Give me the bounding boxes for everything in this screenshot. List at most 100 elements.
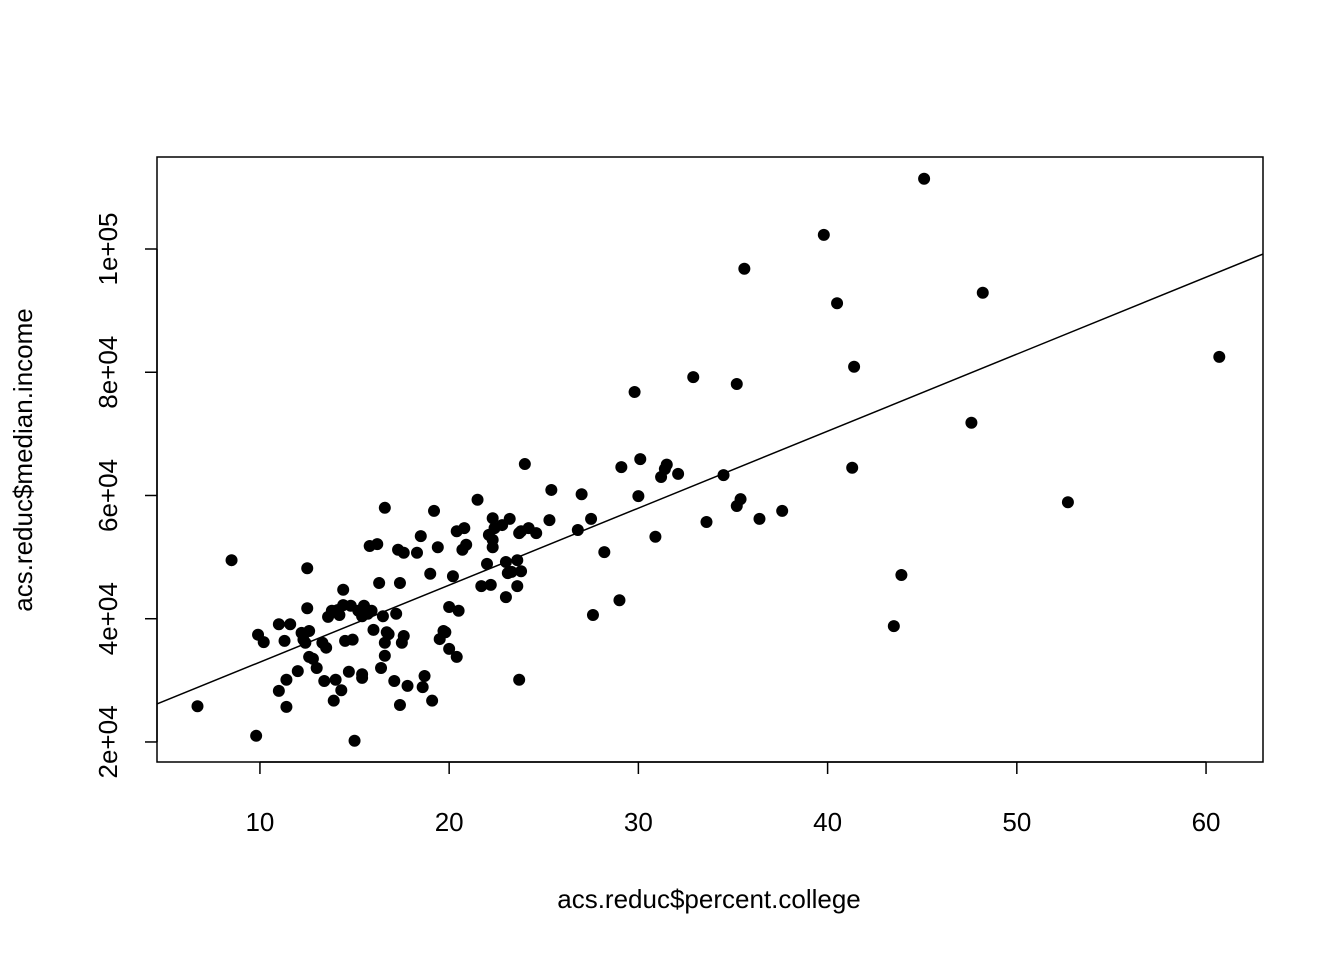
point <box>291 665 304 678</box>
point <box>299 636 312 649</box>
point <box>397 546 410 559</box>
x-tick-label: 60 <box>1192 807 1221 837</box>
point <box>257 636 270 649</box>
point <box>895 568 908 581</box>
point <box>965 416 978 429</box>
point <box>346 633 359 646</box>
point <box>846 461 859 474</box>
point <box>416 681 429 694</box>
y-tick-label: 4e+04 <box>93 582 123 655</box>
point <box>301 602 314 615</box>
point <box>225 554 238 567</box>
point <box>367 623 380 636</box>
point <box>471 493 484 506</box>
point <box>303 625 316 638</box>
point <box>687 371 700 384</box>
point <box>431 541 444 554</box>
plot-box <box>156 156 1264 763</box>
point <box>333 609 346 622</box>
point <box>1061 496 1074 509</box>
point <box>393 699 406 712</box>
point <box>342 665 355 678</box>
point <box>375 662 388 675</box>
point <box>831 297 844 310</box>
point <box>390 607 403 620</box>
y-axis-label: acs.reduc$median.income <box>8 308 38 612</box>
point <box>730 377 743 390</box>
point <box>388 674 401 687</box>
point <box>371 538 384 551</box>
point <box>458 522 471 535</box>
point <box>1213 350 1226 363</box>
point <box>335 684 348 697</box>
point <box>499 591 512 604</box>
point <box>320 641 333 654</box>
point <box>450 650 463 663</box>
regression-line <box>156 253 1264 705</box>
point <box>278 634 291 647</box>
point <box>632 490 645 503</box>
point <box>734 493 747 506</box>
point <box>365 604 378 617</box>
point <box>382 628 395 641</box>
point <box>615 461 628 474</box>
point <box>598 546 611 559</box>
point <box>672 467 685 480</box>
point <box>503 512 516 525</box>
point <box>327 694 340 707</box>
point <box>401 679 414 692</box>
y-tick-label: 2e+04 <box>93 705 123 778</box>
point <box>481 557 494 570</box>
point <box>272 618 285 631</box>
point <box>513 673 526 686</box>
x-tick-label: 40 <box>813 807 842 837</box>
y-tick-label: 8e+04 <box>93 336 123 409</box>
point <box>545 483 558 496</box>
x-tick-label: 50 <box>1002 807 1031 837</box>
point <box>348 734 361 747</box>
point <box>518 458 531 471</box>
point <box>426 694 439 707</box>
point <box>356 668 369 681</box>
point <box>393 576 406 589</box>
point <box>329 673 342 686</box>
point <box>318 674 331 687</box>
point <box>660 458 673 471</box>
point <box>410 546 423 559</box>
x-tick-label: 10 <box>245 807 274 837</box>
point <box>776 504 789 517</box>
point <box>306 652 319 665</box>
x-axis-label: acs.reduc$percent.college <box>557 884 861 914</box>
point <box>887 620 900 633</box>
point <box>284 618 297 631</box>
point <box>475 580 488 593</box>
point <box>628 385 641 398</box>
point <box>918 172 931 185</box>
point <box>191 700 204 713</box>
x-tick-label: 20 <box>435 807 464 837</box>
point <box>439 626 452 639</box>
point <box>738 262 751 275</box>
point <box>337 583 350 596</box>
point <box>613 594 626 607</box>
point <box>250 729 263 742</box>
point <box>543 514 556 527</box>
point <box>301 562 314 575</box>
point <box>511 580 524 593</box>
point <box>505 565 518 578</box>
point <box>700 515 713 528</box>
point <box>976 286 989 299</box>
point <box>397 629 410 642</box>
point <box>586 609 599 622</box>
point <box>373 576 386 589</box>
point <box>649 530 662 543</box>
point <box>272 684 285 697</box>
point <box>634 453 647 466</box>
point <box>486 533 499 546</box>
point <box>280 673 293 686</box>
point <box>443 601 456 614</box>
point <box>575 488 588 501</box>
point <box>280 700 293 713</box>
point <box>443 642 456 655</box>
point <box>414 530 427 543</box>
